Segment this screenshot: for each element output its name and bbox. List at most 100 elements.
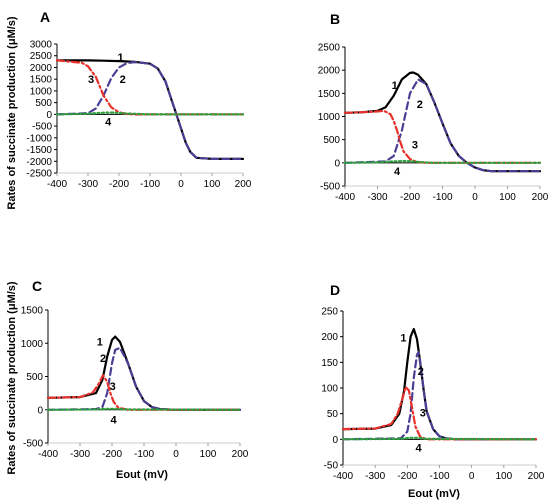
x-tick-label: 0 (469, 471, 475, 482)
curve-label-c-3: 3 (110, 381, 116, 393)
y-tick-label: -2000 (26, 157, 52, 168)
series-line-c-3 (46, 374, 242, 411)
y-tick-label: 2500 (318, 43, 341, 54)
y-tick-label: 150 (321, 358, 338, 369)
y-tick-label: -500 (320, 182, 340, 193)
curve-label-d-1: 1 (400, 333, 406, 345)
y-axis-label-top: Rates of succinate production (μM/s) (6, 16, 18, 209)
x-tick-label: 100 (499, 192, 516, 203)
y-tick-label: 0 (332, 435, 338, 446)
series-line-c-2 (46, 346, 242, 411)
y-tick-label: -1500 (26, 145, 52, 156)
series-line-d-2 (341, 351, 538, 441)
panel-d: D -50 0 50 100 150 200 250 -400 -300 -200 -100 0 100 2… (321, 282, 544, 482)
y-tick-label: 100 (321, 384, 338, 395)
curve-label-b-4: 4 (394, 166, 401, 178)
y-tick-label: 50 (327, 409, 339, 420)
curve-label-c-1: 1 (97, 336, 103, 348)
y-tick-label: 200 (321, 332, 338, 343)
curve-label-d-3: 3 (420, 408, 426, 420)
y-axis-label-bottom: Rates of succinate production (μM/s) (6, 281, 18, 474)
x-tick-label: 100 (200, 449, 217, 460)
y-tick-label: 3000 (30, 40, 53, 51)
x-tick-label: 0 (173, 449, 179, 460)
panel-title-a: A (40, 9, 50, 25)
series-line-a-2 (55, 60, 245, 160)
series-line-d-4 (341, 436, 538, 441)
y-tick-label: 1500 (30, 75, 53, 86)
curve-label-a-1: 1 (117, 52, 123, 64)
x-tick-label: 200 (528, 471, 545, 482)
curve-label-b-1: 1 (392, 80, 398, 92)
x-tick-label: 200 (232, 449, 249, 460)
series-line-a-3 (55, 59, 245, 116)
x-tick-label: 100 (204, 179, 221, 190)
series-line-c-4 (46, 407, 242, 411)
panel-title-b: B (330, 11, 340, 27)
x-axis-label-d: Eout (mV) (408, 488, 460, 500)
x-tick-label: -400 (38, 449, 58, 460)
x-tick-label: -300 (367, 192, 387, 203)
series-line-b-4 (343, 159, 542, 164)
x-tick-label: 100 (495, 471, 512, 482)
curve-label-c-2: 2 (100, 353, 106, 365)
series-line-c-1 (46, 335, 242, 411)
x-tick-label: -100 (134, 449, 154, 460)
curve-label-a-4: 4 (105, 116, 112, 128)
y-tick-label: 2000 (318, 66, 341, 77)
y-tick-label: 500 (323, 135, 340, 146)
curve-label-b-3: 3 (412, 139, 418, 151)
y-tick-label: 0 (37, 405, 43, 416)
x-tick-label: -100 (140, 179, 160, 190)
y-tick-label: 500 (26, 372, 43, 383)
x-tick-label: -400 (333, 471, 353, 482)
y-tick-label: 250 (321, 307, 338, 318)
y-tick-label: 2500 (30, 51, 53, 62)
x-tick-label: 0 (178, 179, 184, 190)
curve-label-d-4: 4 (416, 443, 423, 455)
curve-label-c-4: 4 (111, 415, 118, 427)
curve-label-b-2: 2 (417, 99, 423, 111)
series-line-b-3 (343, 109, 542, 164)
x-tick-label: -200 (400, 192, 420, 203)
series-line-a-4 (55, 111, 245, 116)
x-tick-label: 200 (235, 179, 252, 190)
y-tick-label: 2000 (30, 63, 53, 74)
y-tick-label: 0 (46, 110, 52, 121)
x-tick-label: -300 (70, 449, 90, 460)
y-tick-label: -500 (32, 122, 52, 133)
x-tick-label: -200 (102, 449, 122, 460)
curve-label-a-3: 3 (88, 74, 94, 86)
series-line-a-1 (55, 59, 245, 160)
y-tick-label: 1000 (318, 112, 341, 123)
series-line-d-1 (341, 327, 538, 441)
y-tick-label: 500 (35, 98, 52, 109)
curve-label-a-2: 2 (120, 74, 126, 86)
series-line-d-3 (341, 385, 538, 441)
y-tick-label: -50 (324, 461, 339, 472)
x-axis-label-c: Eout (mV) (116, 469, 168, 481)
x-tick-label: 0 (472, 192, 478, 203)
x-tick-label: -300 (365, 471, 385, 482)
panel-title-d: D (330, 282, 340, 298)
y-tick-label: 1000 (21, 339, 44, 350)
x-tick-label: 200 (532, 192, 549, 203)
x-tick-label: -300 (78, 179, 98, 190)
x-tick-label: -200 (397, 471, 417, 482)
panel-c: C -500 0 500 1000 1500 -400 -300 -200 -100 0 100 200… (21, 278, 249, 460)
y-tick-label: -500 (23, 439, 43, 450)
curve-label-d-2: 2 (418, 366, 424, 378)
panel-a: A-2500-2000-1500-1000-500050010001500200… (26, 9, 251, 190)
y-tick-label: -2500 (26, 169, 52, 180)
y-tick-label: 1500 (318, 89, 341, 100)
y-tick-label: -1000 (26, 133, 52, 144)
x-tick-label: -100 (429, 471, 449, 482)
x-tick-label: -400 (47, 179, 67, 190)
x-tick-label: -200 (109, 179, 129, 190)
y-tick-label: 1000 (30, 86, 53, 97)
x-tick-label: -400 (335, 192, 355, 203)
panel-title-c: C (32, 278, 42, 294)
y-tick-label: 0 (334, 158, 340, 169)
